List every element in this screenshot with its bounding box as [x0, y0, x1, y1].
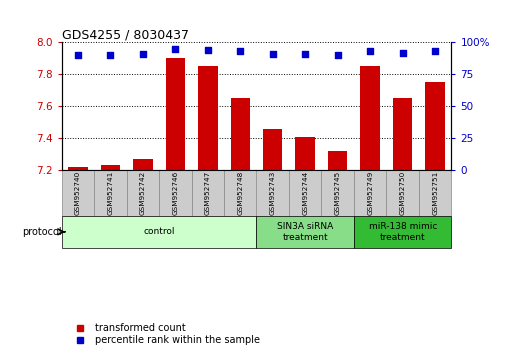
Bar: [361, 67, 380, 170]
Text: control: control: [143, 227, 175, 236]
Text: GSM952744: GSM952744: [302, 171, 308, 215]
Text: GSM952749: GSM952749: [367, 171, 373, 215]
Point: [171, 46, 180, 52]
Text: SIN3A siRNA
treatment: SIN3A siRNA treatment: [277, 222, 333, 241]
Bar: [191, 170, 224, 216]
Text: GSM952742: GSM952742: [140, 171, 146, 215]
Point: [106, 52, 114, 58]
Point: [236, 48, 244, 54]
Bar: [393, 98, 412, 170]
Bar: [133, 159, 152, 170]
Text: GSM952745: GSM952745: [334, 171, 341, 215]
Bar: [425, 82, 445, 170]
Bar: [354, 216, 451, 248]
Bar: [230, 98, 250, 170]
Bar: [198, 67, 218, 170]
Text: GSM952743: GSM952743: [270, 171, 276, 215]
Bar: [289, 170, 322, 216]
Bar: [166, 58, 185, 170]
Bar: [62, 216, 256, 248]
Text: protocol: protocol: [22, 227, 62, 237]
Bar: [386, 170, 419, 216]
Text: GSM952740: GSM952740: [75, 171, 81, 215]
Point: [204, 47, 212, 53]
Bar: [295, 137, 315, 170]
Point: [139, 51, 147, 57]
Bar: [101, 165, 120, 170]
Bar: [354, 170, 386, 216]
Bar: [419, 170, 451, 216]
Text: GSM952750: GSM952750: [400, 171, 406, 215]
Bar: [127, 170, 159, 216]
Bar: [256, 170, 289, 216]
Point: [74, 52, 82, 58]
Bar: [263, 129, 283, 170]
Bar: [68, 167, 88, 170]
Text: GSM952748: GSM952748: [237, 171, 243, 215]
Point: [301, 51, 309, 57]
Point: [269, 51, 277, 57]
Bar: [256, 216, 354, 248]
Text: GSM952746: GSM952746: [172, 171, 179, 215]
Bar: [159, 170, 191, 216]
Text: GSM952747: GSM952747: [205, 171, 211, 215]
Point: [431, 48, 439, 54]
Text: miR-138 mimic
treatment: miR-138 mimic treatment: [368, 222, 437, 241]
Bar: [94, 170, 127, 216]
Text: GSM952741: GSM952741: [107, 171, 113, 215]
Text: GSM952751: GSM952751: [432, 171, 438, 215]
Point: [366, 48, 374, 54]
Point: [399, 50, 407, 56]
Point: [333, 52, 342, 58]
Bar: [328, 151, 347, 170]
Text: GDS4255 / 8030437: GDS4255 / 8030437: [62, 28, 189, 41]
Bar: [224, 170, 256, 216]
Legend: transformed count, percentile rank within the sample: transformed count, percentile rank withi…: [66, 319, 264, 349]
Bar: [62, 170, 94, 216]
Bar: [322, 170, 354, 216]
